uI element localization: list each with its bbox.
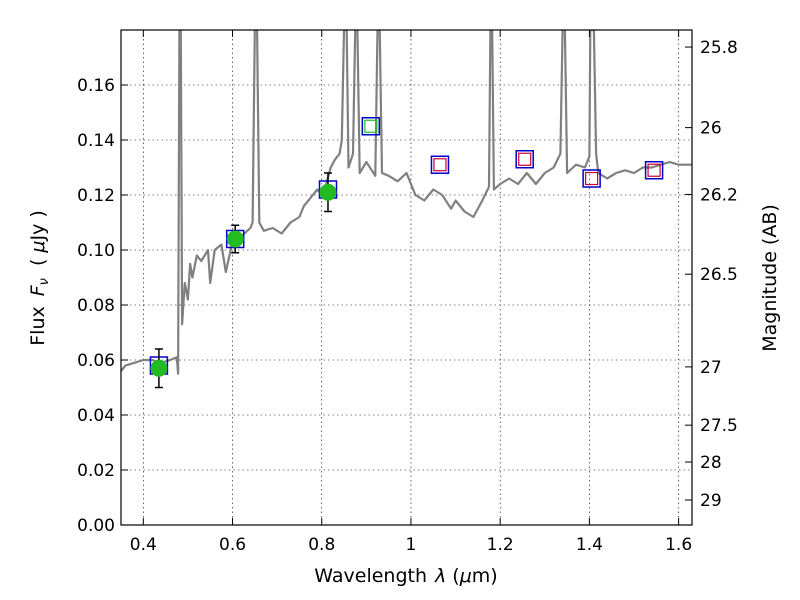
model-photometry-square [582, 169, 601, 188]
green-square-marker [364, 119, 378, 133]
y-axis-label-unit-rest: Jy [27, 224, 49, 242]
upper-limit-square [518, 152, 532, 166]
y-tick-label: 0.16 [77, 76, 115, 96]
y2-tick-label: 26.2 [700, 185, 738, 205]
y-axis-label-symbol: F [27, 284, 49, 296]
y-tick-label: 0.02 [77, 461, 115, 481]
x-axis-label: Wavelength λ (μm) [314, 565, 497, 587]
y2-axis-label: Magnitude (AB) [759, 204, 781, 352]
y2-tick-label: 27 [700, 358, 722, 378]
observed-point [319, 183, 337, 201]
y-axis-label-unit-mu: μ [27, 241, 49, 254]
y-axis-label-unit-open: ( [27, 259, 49, 266]
x-tick-label: 1.4 [576, 535, 603, 555]
y2-tick-label: 28 [700, 453, 722, 473]
ticks-layer: 0.4 0.6 0.8 1 1.2 1.4 1.6 0.00 0.02 0.04 0.06 0.08 0… [77, 30, 738, 555]
y2-tick-label: 27.5 [700, 416, 738, 436]
y-tick-label: 0.06 [77, 351, 115, 371]
y2-tick-label: 26 [700, 119, 722, 139]
model-photometry-square [515, 150, 534, 169]
model-photometry-square [644, 161, 664, 180]
y-tick-label: 0.04 [77, 406, 115, 426]
y-tick-label: 0.12 [77, 186, 115, 206]
y-tick-label: 0.10 [77, 241, 115, 261]
y-axis-label: Flux Fν ( μJy) [27, 210, 52, 346]
plot-frame [120, 29, 693, 526]
model-spectrum-line [121, 30, 692, 375]
x-tick-label: 0.6 [219, 535, 246, 555]
model-photometry-square [430, 155, 450, 174]
x-axis-label-text: Wavelength [314, 565, 427, 587]
y-axis-label-text: Flux [27, 306, 49, 346]
x-tick-label: 1 [406, 535, 417, 555]
y-tick-label: 0.08 [77, 296, 115, 316]
y-tick-label: 0.00 [77, 516, 115, 536]
x-tick-label: 0.4 [130, 535, 157, 555]
x-axis-label-unit-rest: m) [472, 565, 498, 587]
x-tick-label: 0.8 [308, 535, 335, 555]
upper-limit-square [433, 158, 447, 172]
y2-tick-label: 26.5 [700, 265, 738, 285]
x-axis-label-unit-mu: μ [459, 565, 472, 587]
observed-point [226, 230, 244, 248]
y-axis-label-subscript: ν [37, 278, 52, 285]
x-tick-label: 1.2 [487, 535, 514, 555]
y2-tick-label: 25.8 [700, 38, 738, 58]
x-tick-label: 1.6 [665, 535, 692, 555]
upper-limit-square [647, 163, 661, 177]
upper-limit-square [585, 171, 599, 186]
model-spectrum-layer [121, 30, 692, 375]
y2-tick-label: 29 [700, 491, 722, 511]
y-tick-label: 0.14 [77, 131, 115, 151]
x-axis-label-unit-open: ( [452, 565, 459, 587]
observed-point [150, 359, 168, 377]
model-photometry-square [361, 117, 381, 136]
markers-layer [149, 117, 664, 389]
x-axis-label-symbol: λ [434, 565, 446, 587]
y-axis-label-unit-close: ) [27, 210, 49, 217]
